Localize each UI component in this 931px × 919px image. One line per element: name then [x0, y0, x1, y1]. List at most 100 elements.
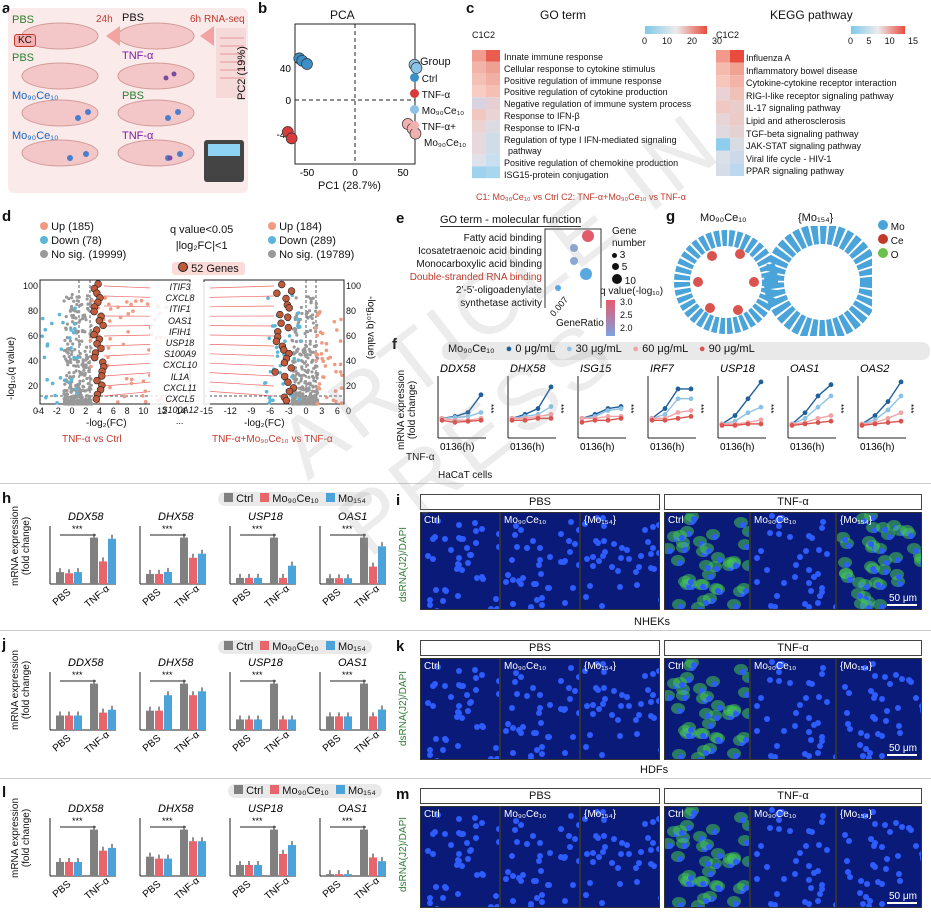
kegg-cell — [716, 150, 730, 164]
bar-gene-title: DHX58 — [158, 511, 194, 523]
divider-1 — [0, 483, 931, 484]
go-cell — [472, 120, 486, 133]
f-point — [758, 404, 764, 410]
f-series-line — [791, 384, 832, 425]
bar — [326, 874, 334, 876]
go-cell — [472, 50, 486, 62]
d-xlabel-2: -log₂(FC) — [244, 418, 285, 429]
bar-sig: *** — [72, 816, 83, 826]
bar-gene-title: OAS1 — [338, 511, 367, 523]
go-cell — [486, 166, 500, 179]
k-tile-label: Mo₉₀Ce₁₀ — [754, 661, 797, 672]
f-series-line — [441, 411, 482, 420]
bar — [326, 716, 334, 730]
f-ylabel: mRNA expression (fold change) — [396, 369, 418, 450]
f-sig: *** — [486, 404, 495, 413]
pca-title: PCA — [330, 8, 355, 22]
bar — [180, 537, 188, 584]
e-xlabel: GeneRatio — [556, 318, 604, 329]
bar-x-tnf: TNF-α — [83, 729, 112, 756]
bar-x-pbs: PBS — [231, 733, 254, 755]
d-xticks-2: -15 -12 -9 -6 -3 0 3 6 — [200, 406, 340, 416]
bar — [146, 573, 154, 584]
bar-x-pbs: PBS — [141, 587, 164, 609]
f-point — [745, 410, 751, 416]
bar — [56, 861, 64, 876]
e-terms: Fatty acid binding Icosatetraenoic acid b… — [409, 233, 542, 309]
bar — [270, 537, 278, 584]
svg-text:50: 50 — [397, 168, 409, 179]
go-cell — [472, 61, 486, 74]
bar-x-pbs: PBS — [231, 879, 254, 901]
bar-sig: *** — [252, 670, 263, 680]
m-tile: {Mo₁₅₄} 50 μm — [836, 806, 922, 908]
f-sig: *** — [626, 404, 635, 413]
m-tile: {Mo₁₅₄} — [580, 806, 660, 908]
i-tile-label: Ctrl — [668, 515, 684, 526]
bar — [279, 577, 287, 584]
f-series-line — [861, 381, 902, 425]
bar — [369, 857, 377, 876]
m-tile: Ctrl — [664, 806, 750, 908]
i-tile-label: {Mo₁₅₄} — [584, 515, 617, 526]
f-series-line — [861, 412, 902, 425]
pca-legend-combo: TNF-α+ — [410, 120, 466, 136]
kegg-cell — [716, 87, 730, 101]
f-series-line — [721, 406, 762, 425]
d-52-genes: 52 Genes — [172, 262, 245, 275]
f-sig: *** — [906, 404, 915, 413]
m-ylabel: dsRNA(J2)/DAPI — [398, 816, 409, 892]
f-point — [815, 415, 821, 421]
bar — [74, 861, 82, 876]
bar — [90, 683, 98, 730]
h-legend: Ctrl Mo₉₀Ce₁₀ Mo₁₅₄ — [218, 492, 372, 506]
m-pbs-header: PBS — [420, 788, 660, 804]
f-series-line — [441, 417, 482, 422]
f-series-line — [512, 413, 552, 420]
bar — [369, 716, 377, 730]
bar — [198, 691, 206, 730]
f-point — [872, 421, 878, 427]
f-point — [675, 410, 681, 415]
m-tile-label: Mo₉₀Ce₁₀ — [754, 809, 797, 820]
f-xticks: 0136(h) — [440, 442, 474, 452]
f-point — [732, 422, 738, 428]
bar — [99, 561, 107, 584]
pca-legend-title: Group — [420, 56, 451, 68]
f-series-line — [652, 415, 692, 422]
bar-gene-title: DHX58 — [158, 803, 194, 815]
f-point — [649, 417, 655, 423]
f-point — [509, 417, 515, 423]
f-point — [732, 413, 738, 418]
f-celltype: HaCaT cells — [438, 470, 493, 481]
e-size-legend: Gene number 3 5 10 — [612, 226, 646, 287]
svg-text:40: 40 — [280, 64, 292, 75]
j-legend: Ctrl Mo₉₀Ce₁₀ Mo₁₅₄ — [218, 640, 372, 654]
bar — [245, 864, 253, 876]
bar-sig: *** — [162, 524, 173, 534]
panel-l-label: l — [2, 784, 7, 801]
panel-h-label: h — [2, 490, 12, 507]
pca-legend-combo-2: Mo₉₀Ce₁₀ — [424, 138, 467, 149]
bar-x-tnf: TNF-α — [353, 583, 382, 610]
bar — [74, 572, 82, 584]
f-point — [885, 415, 891, 421]
f-point — [688, 396, 694, 402]
f-point — [758, 379, 764, 385]
f-xticks: 0136(h) — [510, 442, 544, 452]
kegg-cell — [730, 75, 744, 88]
bar-gene-title: DDX58 — [68, 657, 104, 669]
bar — [146, 710, 154, 730]
m-tile-label: {Mo₁₅₄} — [584, 809, 617, 820]
bar — [335, 716, 343, 730]
i-tnf-header: TNF-α — [664, 494, 922, 510]
go-cell — [472, 109, 486, 121]
k-tile-label: Mo₉₀Ce₁₀ — [504, 661, 547, 672]
f-xticks: 0136(h) — [720, 442, 754, 452]
e-q-bar — [606, 300, 615, 336]
bar — [65, 573, 73, 584]
bar — [189, 841, 197, 876]
f-point — [815, 404, 821, 410]
bar-x-pbs: PBS — [51, 587, 74, 609]
bar-x-pbs: PBS — [141, 733, 164, 755]
